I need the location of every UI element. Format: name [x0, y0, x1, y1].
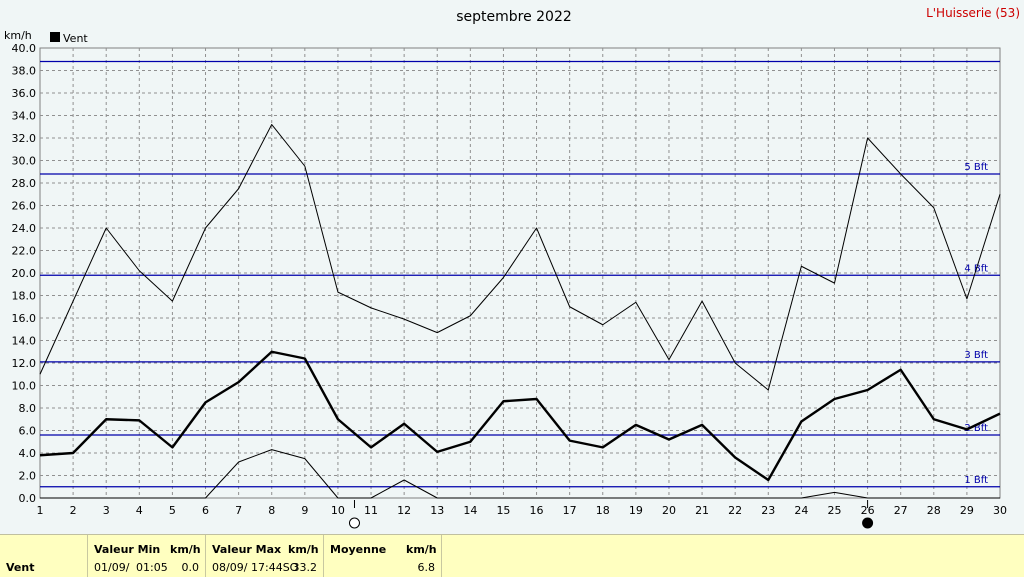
- y-tick-label: 2.0: [19, 470, 37, 483]
- x-tick-label: 30: [993, 504, 1007, 517]
- y-tick-label: 4.0: [19, 447, 37, 460]
- min-value: 0.0: [181, 561, 200, 574]
- series-cell: Vent: [0, 535, 88, 577]
- beaufort-label: 2 Bft: [964, 423, 988, 434]
- avg-unit: km/h: [406, 543, 437, 556]
- avg-value: 6.8: [417, 561, 436, 574]
- x-tick-label: 22: [728, 504, 742, 517]
- grid: [40, 48, 1000, 498]
- x-tick-label: 25: [827, 504, 841, 517]
- legend-swatch: [50, 32, 60, 42]
- x-tick-label: 26: [861, 504, 875, 517]
- series-line-min: [40, 449, 1000, 499]
- y-axis-label: km/h: [4, 29, 32, 42]
- min-unit: km/h: [170, 543, 201, 556]
- y-tick-labels: 0.0 2.0 4.0 6.0 8.0 10.0 12.0 14.0 16.0 18.0 20.0 2…: [12, 42, 37, 505]
- y-tick-label: 6.0: [19, 425, 37, 438]
- series-line-max: [39, 124, 1001, 391]
- y-tick-label: 0.0: [19, 492, 37, 505]
- x-tick-label: 2: [70, 504, 77, 517]
- chart-title: septembre 2022: [456, 9, 572, 25]
- y-tick-label: 20.0: [12, 267, 37, 280]
- series-line-mean: [39, 350, 1001, 482]
- x-tick-label: 9: [301, 504, 308, 517]
- y-tick-label: 18.0: [12, 290, 37, 303]
- max-date: 08/09/: [212, 561, 248, 574]
- x-tick-label: 12: [397, 504, 411, 517]
- x-tick-label: 10: [331, 504, 345, 517]
- y-tick-label: 28.0: [12, 177, 37, 190]
- max-value: 33.2: [292, 561, 318, 574]
- x-tick-label: 20: [662, 504, 676, 517]
- max-time: 17:44SO: [251, 561, 299, 574]
- beaufort-label: 3 Bft: [964, 350, 988, 361]
- x-tick-label: 3: [103, 504, 110, 517]
- y-tick-label: 26.0: [12, 200, 37, 213]
- x-tick-label: 18: [596, 504, 610, 517]
- beaufort-label: 1 Bft: [964, 475, 988, 486]
- min-header: Valeur Min: [94, 543, 161, 556]
- y-tick-label: 8.0: [19, 402, 37, 415]
- location-label: L'Huisserie (53): [926, 6, 1020, 20]
- x-tick-label: 16: [530, 504, 544, 517]
- beaufort-label: 5 Bft: [964, 162, 988, 173]
- y-tick-label: 34.0: [12, 110, 37, 123]
- summary-table: Vent Valeur Min km/h 01/09/ 01:05 0.0 Va…: [0, 534, 1024, 577]
- x-tick-label: 27: [894, 504, 908, 517]
- x-tick-label: 7: [235, 504, 242, 517]
- x-tick-label: 17: [563, 504, 577, 517]
- max-unit: km/h: [288, 543, 319, 556]
- x-tick-label: 1: [37, 504, 44, 517]
- y-tick-label: 32.0: [12, 132, 37, 145]
- x-tick-labels: 1 2 3 4 5 6 7 8 9 10 11 12 13 14 15 16 17 18 19 20 21 22 23 24 2…: [37, 504, 1008, 517]
- x-tick-label: 23: [761, 504, 775, 517]
- y-tick-label: 30.0: [12, 155, 37, 168]
- y-tick-label: 12.0: [12, 357, 37, 370]
- x-tick-label: 13: [430, 504, 444, 517]
- new-moon-icon: [862, 517, 874, 529]
- series-lines: [39, 124, 1001, 499]
- y-tick-label: 14.0: [12, 335, 37, 348]
- x-tick-label: 29: [960, 504, 974, 517]
- summary-series-label: Vent: [6, 561, 35, 574]
- avg-header: Moyenne: [330, 543, 387, 556]
- y-tick-label: 40.0: [12, 42, 37, 55]
- max-header: Valeur Max: [212, 543, 282, 556]
- x-tick-label: 19: [629, 504, 643, 517]
- min-cell: Valeur Min km/h 01/09/ 01:05 0.0: [88, 535, 206, 577]
- x-tick-label: 28: [927, 504, 941, 517]
- x-tick-label: 5: [169, 504, 176, 517]
- x-tick-label: 15: [496, 504, 510, 517]
- x-tick-label: 4: [136, 504, 143, 517]
- min-date: 01/09/: [94, 561, 130, 574]
- x-tick-label: 24: [794, 504, 808, 517]
- y-tick-label: 38.0: [12, 65, 37, 78]
- x-tick-label: 8: [268, 504, 275, 517]
- full-moon-icon: [348, 517, 360, 529]
- x-tick-label: 6: [202, 504, 209, 517]
- max-cell: Valeur Max km/h 08/09/ 17:44SO 33.2: [206, 535, 324, 577]
- legend-entry-vent: Vent: [63, 32, 88, 45]
- y-tick-label: 16.0: [12, 312, 37, 325]
- y-tick-label: 36.0: [12, 87, 37, 100]
- min-time: 01:05: [136, 561, 168, 574]
- avg-cell: Moyenne km/h 6.8: [324, 535, 442, 577]
- y-tick-label: 10.0: [12, 380, 37, 393]
- y-tick-label: 22.0: [12, 245, 37, 258]
- y-tick-label: 24.0: [12, 222, 37, 235]
- x-tick-label: 14: [463, 504, 477, 517]
- x-tick-label: 11: [364, 504, 378, 517]
- x-tick-label: 21: [695, 504, 709, 517]
- moon-phases: [348, 500, 874, 529]
